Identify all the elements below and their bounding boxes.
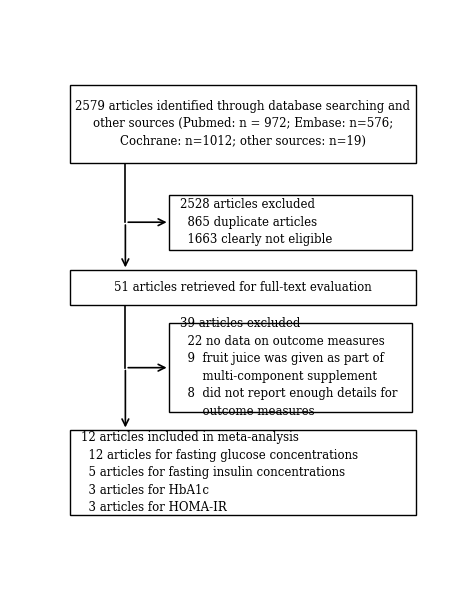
FancyBboxPatch shape — [70, 270, 416, 305]
FancyBboxPatch shape — [70, 85, 416, 163]
Text: 12 articles included in meta-analysis
  12 articles for fasting glucose concentr: 12 articles included in meta-analysis 12… — [82, 431, 358, 514]
Text: 2579 articles identified through database searching and
other sources (Pubmed: n: 2579 articles identified through databas… — [75, 100, 410, 148]
FancyBboxPatch shape — [70, 430, 416, 515]
Text: 39 articles excluded
  22 no data on outcome measures
  9  fruit juice was given: 39 articles excluded 22 no data on outco… — [181, 317, 398, 418]
FancyBboxPatch shape — [169, 195, 412, 249]
Text: 2528 articles excluded
  865 duplicate articles
  1663 clearly not eligible: 2528 articles excluded 865 duplicate art… — [181, 198, 333, 247]
FancyBboxPatch shape — [169, 323, 412, 412]
Text: 51 articles retrieved for full-text evaluation: 51 articles retrieved for full-text eval… — [114, 281, 372, 294]
